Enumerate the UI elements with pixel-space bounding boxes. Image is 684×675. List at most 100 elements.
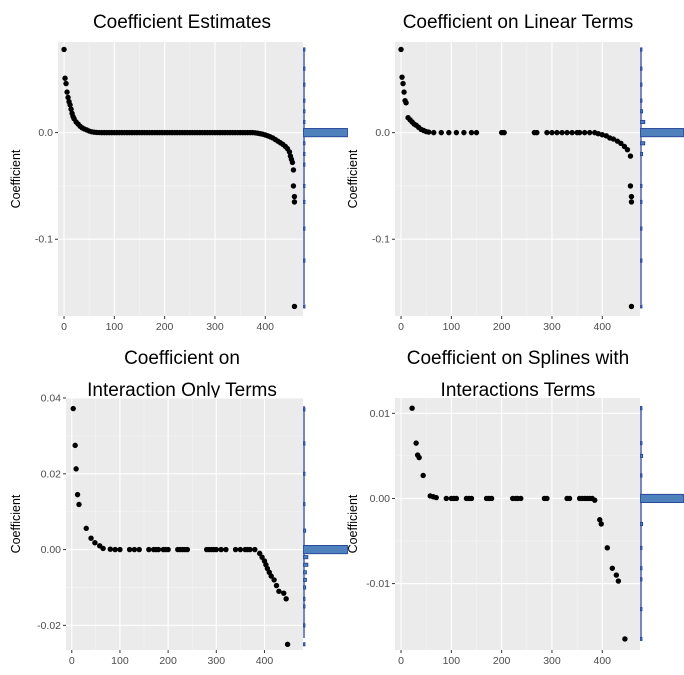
histogram-bar	[303, 642, 306, 647]
x-tick-label: 300	[543, 321, 561, 333]
data-point	[618, 140, 624, 146]
data-point	[488, 495, 495, 502]
data-point	[549, 129, 555, 136]
data-point	[61, 46, 67, 53]
histogram-bar	[303, 502, 306, 507]
data-point	[76, 501, 82, 508]
histogram-bar	[640, 82, 643, 87]
data-point	[63, 80, 69, 87]
chart-panel-4: Coefficient on Splines with Interactions …	[346, 348, 684, 667]
data-point	[628, 193, 635, 200]
data-point	[446, 129, 452, 136]
x-tick-label: 200	[493, 321, 511, 333]
histogram-bar	[303, 141, 306, 146]
data-point	[286, 149, 293, 155]
histogram-bar	[640, 128, 684, 138]
chart-title-line: Coefficient Estimates	[93, 12, 271, 33]
data-point	[100, 545, 106, 552]
data-point	[136, 546, 142, 553]
histogram-bar	[303, 47, 306, 52]
histogram-bar	[303, 407, 306, 412]
data-point	[443, 495, 450, 502]
data-point	[290, 167, 297, 173]
data-point	[581, 129, 588, 136]
data-point	[431, 129, 437, 136]
histogram-bar	[303, 162, 306, 167]
x-tick-label: 0	[398, 321, 404, 333]
data-point	[461, 129, 467, 136]
data-point	[289, 159, 296, 166]
histogram-bar	[640, 304, 643, 309]
data-point	[413, 440, 419, 446]
histogram-bar	[303, 151, 306, 156]
data-point	[610, 136, 617, 142]
data-point	[420, 472, 426, 479]
histogram-bar	[640, 406, 643, 411]
histogram-bar	[303, 596, 306, 601]
y-tick-label: -0.02	[37, 620, 61, 632]
data-point	[534, 129, 540, 136]
chart-title-line: Interactions Terms	[441, 380, 596, 401]
chart-title-line: Coefficient on	[124, 348, 240, 369]
x-tick-label: 200	[493, 655, 511, 667]
data-point	[518, 495, 524, 502]
histogram-bar	[303, 555, 309, 560]
x-tick-label: 300	[206, 321, 224, 333]
x-tick-label: 100	[106, 321, 124, 333]
x-tick-label: 0	[69, 655, 75, 667]
x-tick-label: 400	[594, 321, 612, 333]
data-point	[628, 303, 635, 310]
histogram-bar	[303, 528, 307, 533]
histogram-bar	[640, 636, 643, 641]
x-tick-label: 400	[594, 655, 612, 667]
histogram-bar	[640, 493, 684, 504]
x-tick-label: 200	[159, 655, 177, 667]
histogram-bar	[303, 545, 348, 555]
histogram-bar	[303, 585, 307, 590]
data-point	[576, 129, 583, 136]
chart-title-line: Coefficient on Linear Terms	[403, 12, 634, 33]
data-point	[72, 442, 78, 449]
x-tick-label: 300	[543, 655, 561, 667]
data-point	[398, 46, 404, 53]
plot-panel	[66, 398, 303, 650]
y-axis-label: Coefficient	[9, 494, 23, 553]
data-point	[107, 546, 114, 552]
data-point	[468, 495, 475, 502]
data-point	[290, 183, 297, 189]
data-point	[213, 546, 219, 553]
histogram-bar	[303, 128, 348, 138]
y-tick-label: -0.1	[372, 234, 390, 246]
data-point	[117, 546, 123, 553]
y-tick-label: 0.0	[38, 127, 53, 139]
data-point	[604, 545, 610, 551]
data-point	[627, 153, 634, 159]
data-point	[438, 129, 444, 136]
histogram-bar	[640, 258, 643, 263]
data-point	[252, 546, 258, 553]
x-tick-label: 0	[398, 655, 404, 667]
histogram-bar	[303, 623, 306, 628]
histogram-bar	[640, 473, 643, 478]
histogram-bar	[303, 471, 306, 476]
data-point	[65, 94, 71, 101]
data-point	[83, 525, 89, 532]
data-point	[68, 106, 74, 112]
histogram-bar	[640, 545, 643, 550]
data-point	[399, 74, 405, 80]
data-point	[569, 129, 575, 136]
data-point	[501, 129, 507, 136]
data-point	[268, 573, 274, 579]
data-point	[622, 636, 628, 642]
data-point	[218, 546, 224, 553]
chart-panel-1: Coefficient Estimates 0 100 200 300 400 0.0 -0.…	[9, 12, 348, 333]
histogram-bar	[640, 607, 643, 612]
chart-panel-2: Coefficient on Linear Terms 0 100 200 300 400…	[346, 12, 684, 333]
data-point	[627, 183, 634, 189]
data-point	[586, 129, 593, 136]
data-point	[291, 193, 298, 200]
x-tick-label: 100	[111, 655, 129, 667]
data-point	[131, 546, 138, 553]
y-tick-label: 0.00	[370, 493, 391, 505]
